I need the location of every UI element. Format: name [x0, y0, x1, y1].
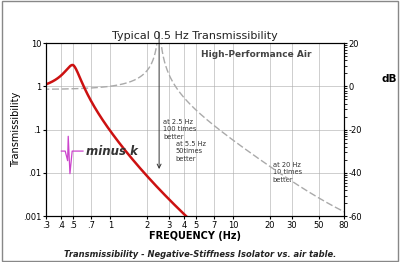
X-axis label: FREQUENCY (Hz): FREQUENCY (Hz): [149, 231, 241, 241]
Text: at 5.5 Hz
50times
better: at 5.5 Hz 50times better: [176, 141, 206, 162]
Title: Typical 0.5 Hz Transmissibility: Typical 0.5 Hz Transmissibility: [112, 31, 278, 41]
Text: minus k: minus k: [86, 145, 138, 157]
Y-axis label: Transmissibility: Transmissibility: [11, 92, 21, 167]
Text: High-Performance Air: High-Performance Air: [201, 50, 312, 59]
Text: Transmissibility - Negative-Stiffness Isolator vs. air table.: Transmissibility - Negative-Stiffness Is…: [64, 250, 336, 259]
Text: dB: dB: [381, 74, 396, 84]
Text: at 20 Hz
10 times
better: at 20 Hz 10 times better: [273, 162, 302, 183]
Text: at 2.5 Hz
100 times
better: at 2.5 Hz 100 times better: [163, 119, 196, 140]
